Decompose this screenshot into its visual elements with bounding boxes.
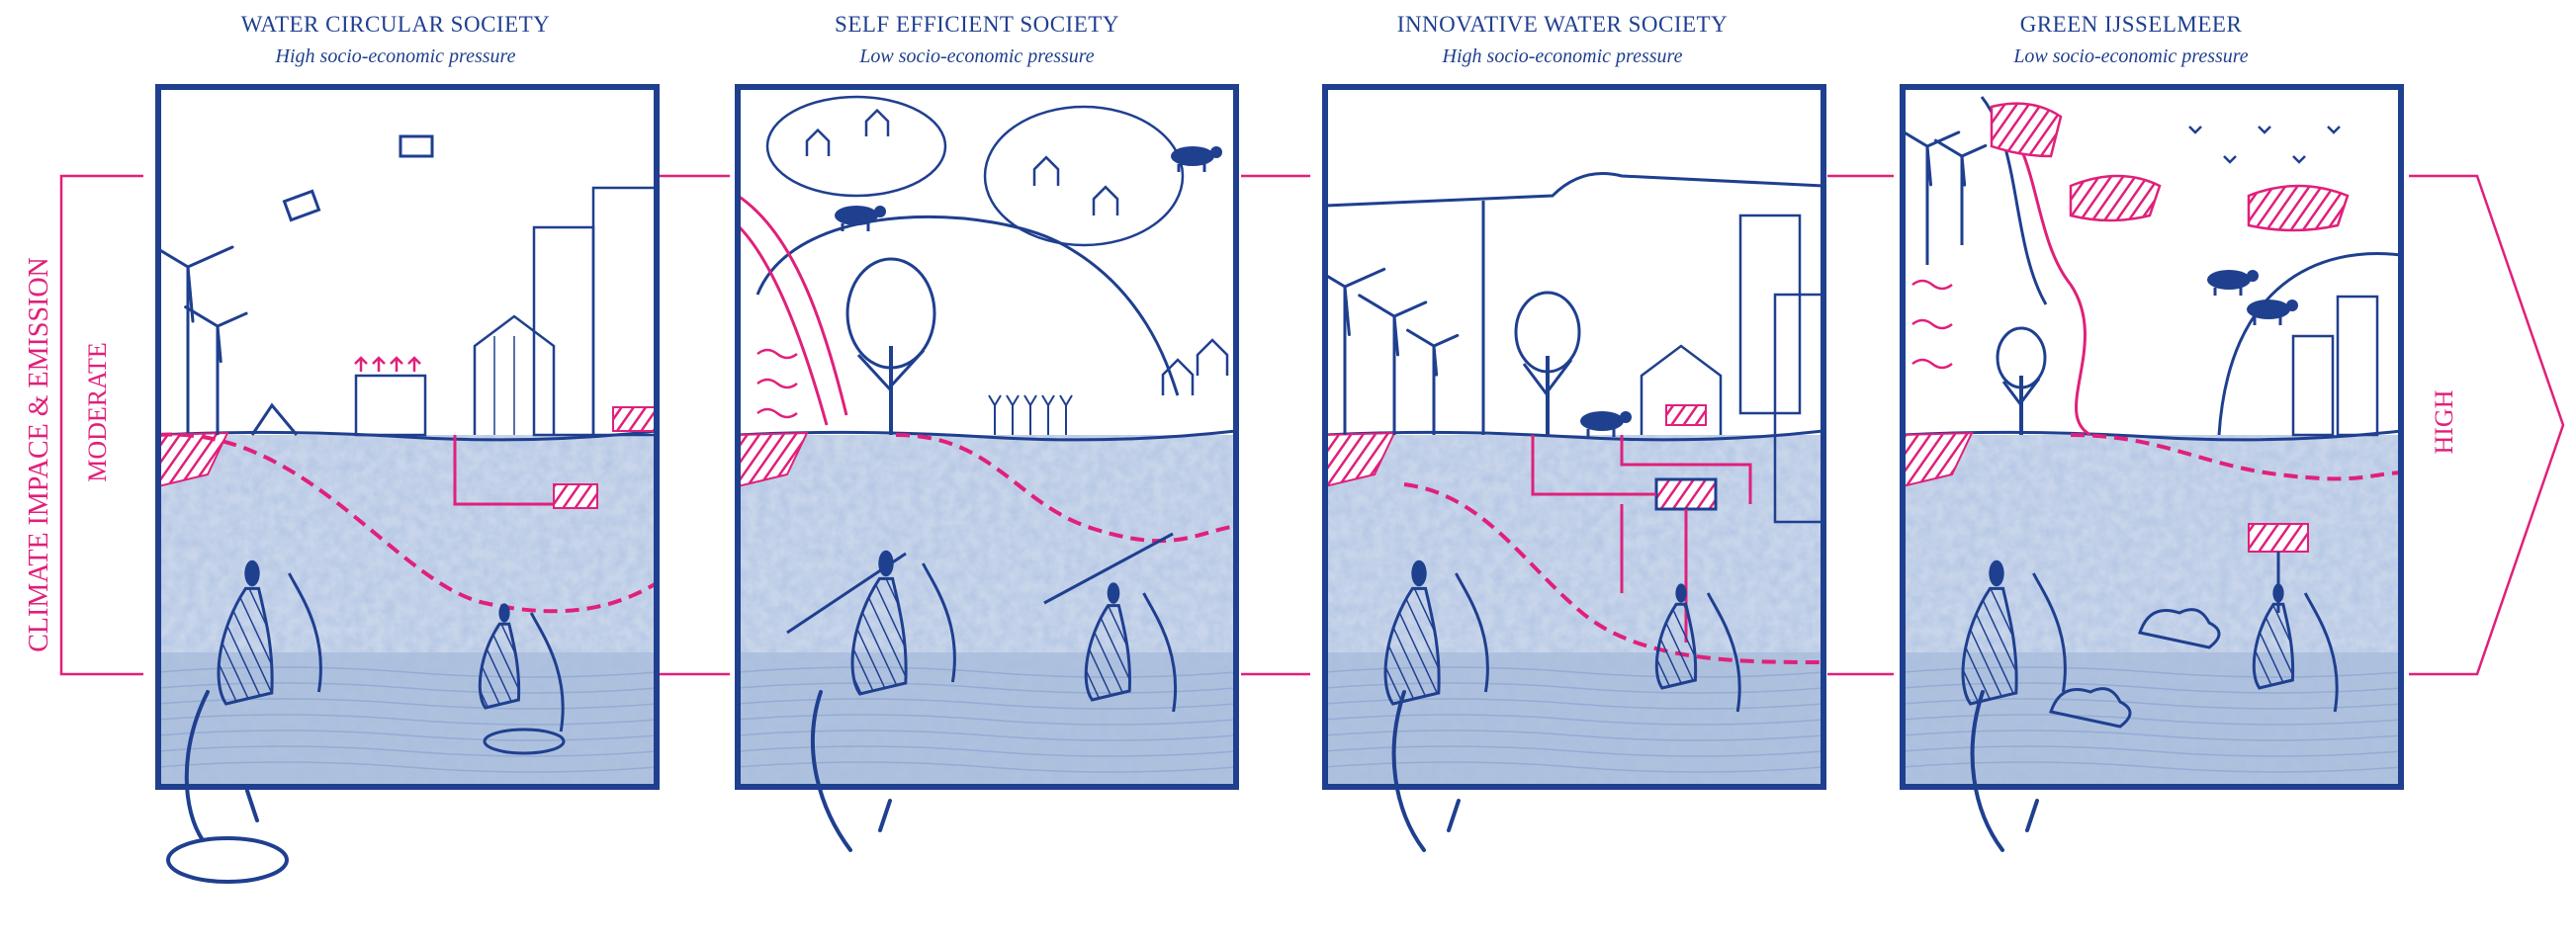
figure-tail-3 [1391,690,1426,852]
scenario-pressure: High socio-economic pressure [1442,45,1683,67]
scenario-name: SELF EFFICIENT SOCIETY [835,12,1119,37]
figure-stroke-4 [2025,799,2039,832]
figure-tail-2 [810,690,852,852]
figure-stroke-2 [878,799,892,832]
scenario-frame-2 [735,84,1239,790]
scenario-title-4: GREEN IJSSELMEER Low socio-economic pres… [1894,12,2368,68]
scenario-frame-4 [1900,84,2404,790]
scenario-pressure: Low socio-economic pressure [2013,45,2249,67]
scenario-panel-2 [738,87,1236,787]
scenario-title-1: WATER CIRCULAR SOCIETY High socio-econom… [158,12,633,68]
scenario-frame-3 [1322,84,1826,790]
figure-stroke-3 [1447,799,1461,832]
figure-stroke-1 [245,789,259,822]
figure-board-1 [166,836,289,884]
scenario-pressure: High socio-economic pressure [275,45,516,67]
scenario-panel-1 [158,87,657,787]
scenario-name: INNOVATIVE WATER SOCIETY [1396,12,1729,37]
scenario-panel-4 [1903,87,2401,787]
scenario-frame-1 [155,84,660,790]
scenario-name: WATER CIRCULAR SOCIETY [240,12,551,37]
figure-tail-1 [184,690,210,842]
scenario-pressure: Low socio-economic pressure [859,45,1095,67]
figure-tail-4 [1970,690,2004,852]
scenario-panel-3 [1325,87,1823,787]
scenario-title-3: INNOVATIVE WATER SOCIETY High socio-econ… [1325,12,1800,68]
scenario-name: GREEN IJSSELMEER [2019,12,2243,37]
climate-arrow [59,174,2565,676]
scenario-title-2: SELF EFFICIENT SOCIETY Low socio-economi… [740,12,1214,68]
